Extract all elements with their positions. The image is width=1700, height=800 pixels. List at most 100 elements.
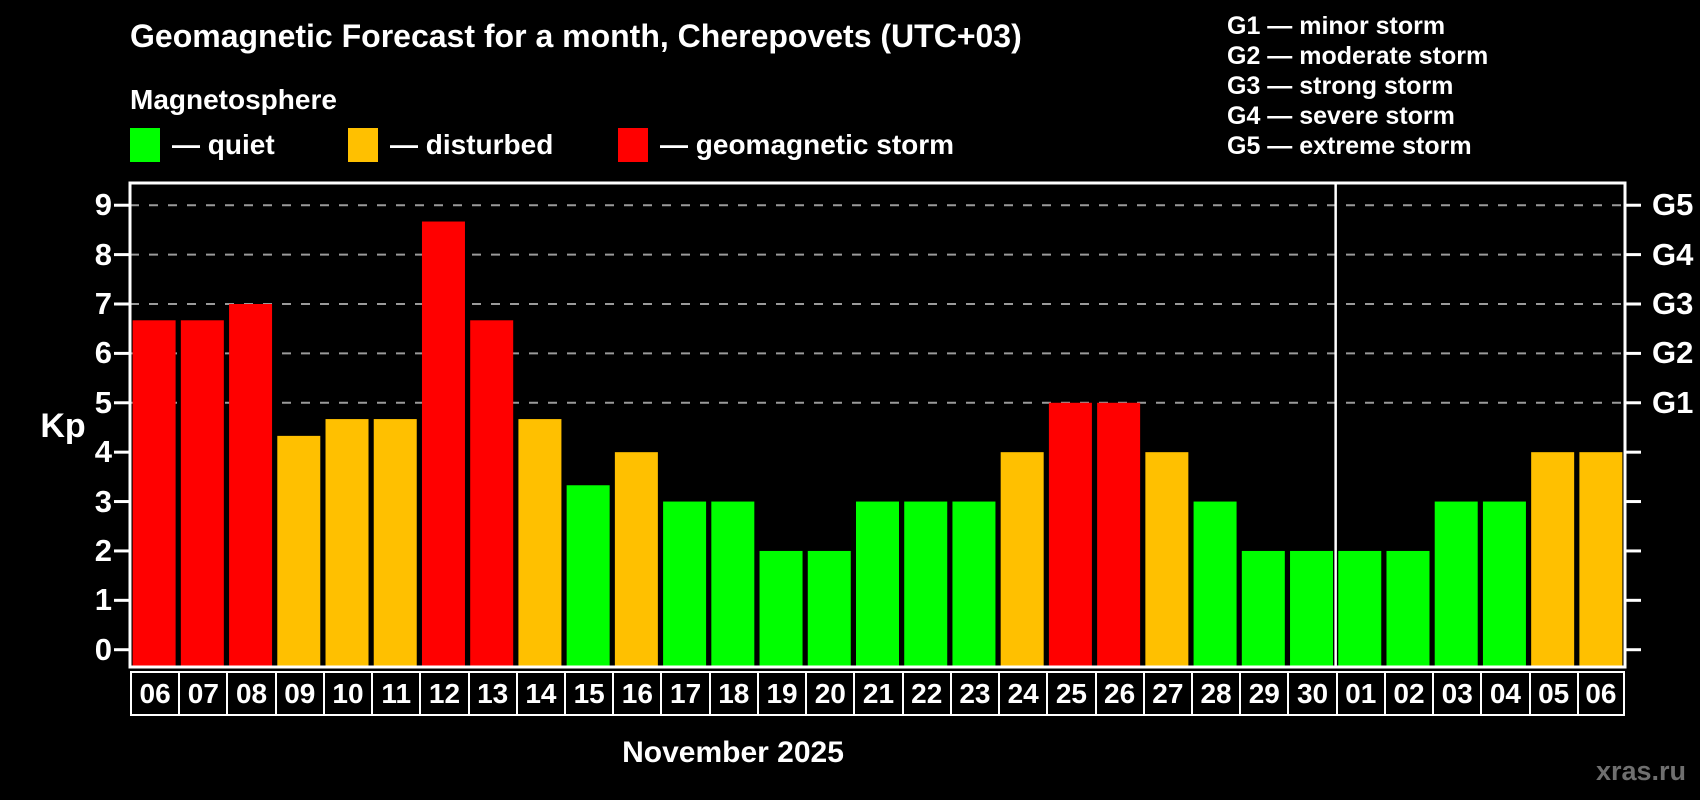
- kp-bar-day-01: [1338, 550, 1382, 667]
- x-day-label-2-08: 08: [226, 671, 277, 716]
- legend-swatch-quiet: [130, 128, 160, 162]
- legend-label-quiet: — quiet: [172, 129, 275, 160]
- x-day-label-12-18: 18: [708, 671, 759, 716]
- x-day-label-29-05: 05: [1528, 671, 1579, 716]
- legend-item-disturbed: — disturbed: [348, 127, 553, 163]
- kp-bar-day-28: [1193, 501, 1237, 667]
- x-day-label-3-09: 09: [274, 671, 325, 716]
- kp-bar-day-20: [807, 550, 851, 667]
- x-day-label-7-13: 13: [467, 671, 518, 716]
- legend-label-disturbed: — disturbed: [390, 129, 554, 160]
- kp-bar-day-02: [1386, 550, 1430, 667]
- legend-item-storm: — geomagnetic storm: [618, 127, 954, 163]
- kp-bar-day-24: [1000, 452, 1044, 667]
- kp-bar-day-13: [470, 320, 514, 667]
- x-day-label-16-22: 22: [901, 671, 952, 716]
- kp-bar-day-26: [1097, 402, 1141, 667]
- x-day-label-24-30: 30: [1287, 671, 1338, 716]
- plot-border: [128, 181, 1627, 669]
- x-day-label-9-15: 15: [564, 671, 615, 716]
- x-day-label-30-06: 06: [1576, 671, 1625, 716]
- x-day-label-23-29: 29: [1239, 671, 1290, 716]
- x-day-label-17-23: 23: [949, 671, 1001, 716]
- kp-bar-day-22: [904, 501, 948, 667]
- y-tick-label-8: 8: [94, 236, 112, 272]
- kp-bar-day-16: [614, 452, 658, 667]
- kp-bar-day-12: [421, 221, 465, 667]
- kp-bar-day-21: [856, 501, 899, 667]
- y-tick-label-6: 6: [94, 335, 112, 371]
- x-day-label-20-26: 26: [1094, 671, 1145, 716]
- kp-bar-day-29: [1241, 550, 1285, 667]
- legend-label-storm: — geomagnetic storm: [660, 129, 955, 160]
- kp-bar-day-11: [373, 419, 417, 667]
- kp-bar-day-17: [663, 501, 707, 667]
- watermark: xras.ru: [1595, 756, 1686, 786]
- storm-scale-legend-line: G2 — moderate storm: [1227, 42, 1489, 70]
- x-day-label-28-04: 04: [1480, 671, 1531, 716]
- kp-bar-day-03: [1434, 501, 1478, 667]
- chart-title: Geomagnetic Forecast for a month, Cherep…: [130, 18, 1022, 54]
- x-day-label-10-16: 16: [612, 671, 663, 716]
- x-day-label-21-27: 27: [1142, 671, 1193, 716]
- kp-bar-day-08: [229, 304, 273, 667]
- chart-subtitle: Magnetosphere: [130, 84, 337, 115]
- right-axis-label-G5: G5: [1652, 187, 1694, 223]
- x-day-label-8-14: 14: [515, 671, 567, 716]
- x-day-label-13-19: 19: [756, 671, 808, 716]
- x-day-label-15-21: 21: [853, 671, 904, 716]
- x-day-label-6-12: 12: [419, 671, 470, 716]
- right-axis-label-G2: G2: [1652, 335, 1694, 371]
- x-day-label-14-20: 20: [805, 671, 856, 716]
- right-axis-label-G3: G3: [1652, 286, 1694, 321]
- kp-bar-day-05: [1531, 452, 1575, 667]
- kp-bar-day-06: [132, 320, 176, 667]
- kp-bar-day-04: [1482, 501, 1526, 667]
- storm-scale-legend: G1 — minor storm G2 — moderate storm G3 — …: [1227, 11, 1488, 161]
- kp-bar-day-09: [277, 435, 321, 667]
- x-day-label-0-06: 06: [130, 671, 181, 716]
- y-tick-label-7: 7: [94, 286, 112, 321]
- kp-bar-day-25: [1048, 402, 1092, 667]
- kp-bar-day-10: [325, 419, 369, 667]
- y-tick-label-0: 0: [94, 631, 112, 667]
- storm-scale-legend-line: G3 — strong storm: [1227, 72, 1454, 100]
- storm-scale-legend-line: G4 — severe storm: [1227, 102, 1455, 130]
- kp-bar-day-30: [1290, 550, 1334, 667]
- y-tick-label-4: 4: [94, 434, 112, 470]
- storm-scale-legend-line: G1 — minor storm: [1227, 12, 1446, 40]
- x-day-label-25-01: 01: [1335, 671, 1386, 716]
- x-day-label-4-10: 10: [322, 671, 374, 716]
- x-day-label-27-03: 03: [1432, 671, 1483, 716]
- y-tick-label-2: 2: [94, 532, 112, 568]
- kp-bar-day-15: [566, 485, 610, 667]
- kp-bar-day-07: [180, 320, 224, 667]
- kp-bar-day-23: [952, 501, 996, 667]
- kp-bar-day-06: [1579, 452, 1623, 667]
- x-day-label-5-11: 11: [371, 671, 422, 716]
- x-axis-month-label: November 2025: [622, 736, 844, 769]
- right-axis-label-G4: G4: [1652, 236, 1694, 272]
- y-tick-label-1: 1: [94, 582, 112, 618]
- x-day-label-11-17: 17: [660, 671, 711, 716]
- y-tick-label-5: 5: [94, 384, 112, 420]
- kp-bar-day-18: [711, 501, 755, 667]
- x-day-label-22-28: 28: [1190, 671, 1242, 716]
- legend-swatch-storm: [618, 128, 648, 162]
- x-day-label-18-24: 24: [998, 671, 1049, 716]
- y-tick-label-3: 3: [94, 483, 112, 519]
- x-day-label-26-02: 02: [1383, 671, 1435, 716]
- y-axis-title: Kp: [40, 407, 86, 445]
- y-tick-label-9: 9: [94, 187, 112, 223]
- kp-bar-day-14: [518, 419, 562, 667]
- x-day-label-1-07: 07: [178, 671, 229, 716]
- legend-item-quiet: — quiet: [130, 127, 275, 163]
- x-day-label-19-25: 25: [1046, 671, 1097, 716]
- legend-swatch-disturbed: [348, 128, 378, 162]
- right-axis-label-G1: G1: [1652, 384, 1694, 420]
- storm-scale-legend-line: G5 — extreme storm: [1227, 132, 1472, 160]
- kp-bar-day-27: [1145, 452, 1189, 667]
- kp-bar-day-19: [759, 550, 803, 667]
